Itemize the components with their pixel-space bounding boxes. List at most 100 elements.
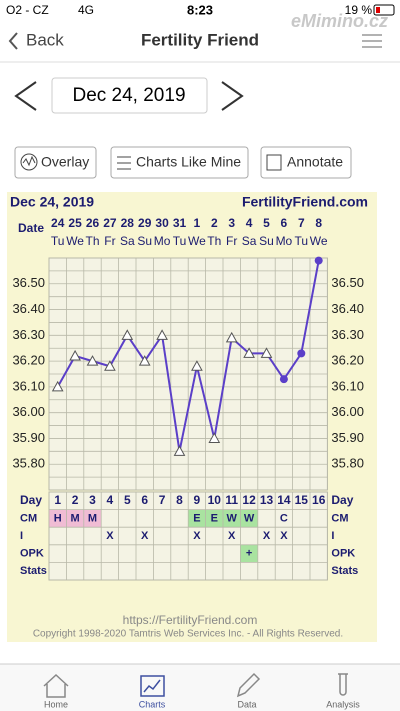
row-label-right: CM bbox=[331, 512, 348, 524]
temperature-point bbox=[51, 380, 64, 392]
chart-title: Dec 24, 2019 bbox=[10, 194, 94, 210]
cell-text: W bbox=[244, 512, 255, 524]
cell-highlight bbox=[83, 509, 102, 528]
next-date[interactable] bbox=[221, 81, 244, 111]
day-number: 1 bbox=[54, 493, 61, 507]
day-number: 13 bbox=[260, 493, 274, 507]
day-number: 5 bbox=[124, 493, 131, 507]
weekday-label: Th bbox=[207, 234, 221, 248]
cell-text: X bbox=[263, 530, 271, 542]
y-tick-label: 36.40 bbox=[12, 301, 45, 316]
row-label-right: Stats bbox=[331, 565, 358, 577]
row-label: OPK bbox=[20, 548, 44, 560]
cell-highlight bbox=[240, 544, 258, 563]
y-tick-label-right: 36.50 bbox=[331, 275, 364, 290]
temperature-point bbox=[138, 355, 151, 366]
footer-copyright: Copyright 1998-2020 Tamtris Web Services… bbox=[33, 629, 343, 640]
date-label: 26 bbox=[86, 216, 100, 230]
charts-like-mine-button[interactable] bbox=[110, 146, 249, 179]
analysis-tab[interactable]: Analysis bbox=[326, 699, 360, 709]
prev-date[interactable] bbox=[14, 81, 37, 111]
temperature-point bbox=[314, 256, 323, 265]
day-number: 8 bbox=[176, 493, 183, 507]
y-tick-label: 36.10 bbox=[12, 378, 45, 393]
date-label: 6 bbox=[281, 216, 288, 230]
annotate-button[interactable] bbox=[260, 146, 352, 179]
data-icon[interactable] bbox=[236, 672, 261, 698]
temperature-point bbox=[297, 349, 306, 358]
data-tab[interactable]: Data bbox=[237, 699, 256, 709]
day-number: 10 bbox=[208, 493, 222, 507]
y-tick-label-right: 36.10 bbox=[331, 378, 364, 393]
overlay-label: Overlay bbox=[41, 154, 89, 170]
y-tick-label: 36.30 bbox=[12, 327, 45, 342]
cell-highlight bbox=[223, 509, 241, 528]
footer-url[interactable]: https://FertilityFriend.com bbox=[123, 613, 258, 627]
date-label: 7 bbox=[298, 216, 305, 230]
cell-highlight bbox=[188, 509, 206, 528]
menu-icon[interactable] bbox=[362, 34, 382, 48]
chart-subtitle: FertilityFriend.com bbox=[242, 194, 368, 210]
back-button[interactable]: Back bbox=[26, 30, 64, 49]
temperature-point bbox=[104, 360, 116, 371]
day-number: 14 bbox=[277, 493, 291, 507]
day-row-label: Day bbox=[20, 493, 42, 507]
home-icon[interactable] bbox=[43, 673, 69, 698]
battery-icon bbox=[373, 4, 395, 16]
cell-highlight bbox=[240, 509, 258, 528]
day-number: 3 bbox=[89, 493, 96, 507]
temperature-point bbox=[279, 375, 288, 384]
weekday-label: Tu bbox=[173, 234, 187, 248]
weekday-label: Su bbox=[259, 234, 274, 248]
date-box[interactable] bbox=[51, 77, 208, 114]
day-number: 15 bbox=[295, 493, 309, 507]
date-label: 29 bbox=[138, 216, 152, 230]
watermark: eMimino.cz bbox=[291, 11, 388, 31]
home-tab[interactable]: Home bbox=[44, 699, 68, 709]
cell-text: X bbox=[106, 530, 114, 542]
date-label: 28 bbox=[121, 216, 135, 230]
weekday-label: Fr bbox=[104, 234, 115, 248]
y-tick-label-right: 36.30 bbox=[331, 327, 364, 342]
cell-text: X bbox=[193, 530, 201, 542]
temperature-line bbox=[56, 260, 320, 452]
weekday-label: We bbox=[188, 234, 206, 248]
cell-highlight bbox=[66, 509, 84, 528]
overlay-icon-ring bbox=[20, 153, 38, 171]
weekday-label: Tu bbox=[51, 234, 65, 248]
y-tick-label-right: 36.00 bbox=[331, 404, 364, 419]
weekday-label: Th bbox=[85, 234, 99, 248]
date-label: 25 bbox=[68, 216, 82, 230]
weekday-label: Fr bbox=[226, 234, 237, 248]
date-label: 2 bbox=[211, 216, 218, 230]
y-tick-label-right: 35.90 bbox=[331, 430, 364, 445]
date-label: 31 bbox=[173, 216, 187, 230]
overlay-button[interactable] bbox=[14, 146, 97, 179]
tab-bar bbox=[0, 664, 400, 711]
back-icon[interactable] bbox=[8, 32, 18, 50]
y-tick-label-right: 36.40 bbox=[331, 301, 364, 316]
date-label: 1 bbox=[194, 216, 201, 230]
weekday-label: Sa bbox=[242, 234, 257, 248]
row-label: I bbox=[20, 530, 23, 542]
date-label: 24 bbox=[51, 216, 65, 230]
cell-text: E bbox=[193, 512, 200, 524]
sliders-icon bbox=[117, 156, 131, 170]
weekday-label: Mo bbox=[276, 234, 293, 248]
day-number: 2 bbox=[72, 493, 79, 507]
day-number: 9 bbox=[194, 493, 201, 507]
temperature-point bbox=[208, 432, 221, 443]
charts-tab[interactable]: Charts bbox=[139, 699, 166, 709]
clock: 8:23 bbox=[187, 2, 213, 17]
temperature-point bbox=[156, 329, 168, 340]
battery-level: 19 % bbox=[345, 3, 373, 17]
annotate-label: Annotate bbox=[287, 154, 343, 170]
overlay-icon bbox=[22, 155, 36, 167]
day-number: 6 bbox=[141, 493, 148, 507]
charts-icon[interactable] bbox=[140, 675, 165, 697]
analysis-icon[interactable] bbox=[338, 673, 348, 696]
date-label: 8 bbox=[315, 216, 322, 230]
row-label-right: I bbox=[331, 530, 334, 542]
temperature-point bbox=[69, 349, 81, 361]
